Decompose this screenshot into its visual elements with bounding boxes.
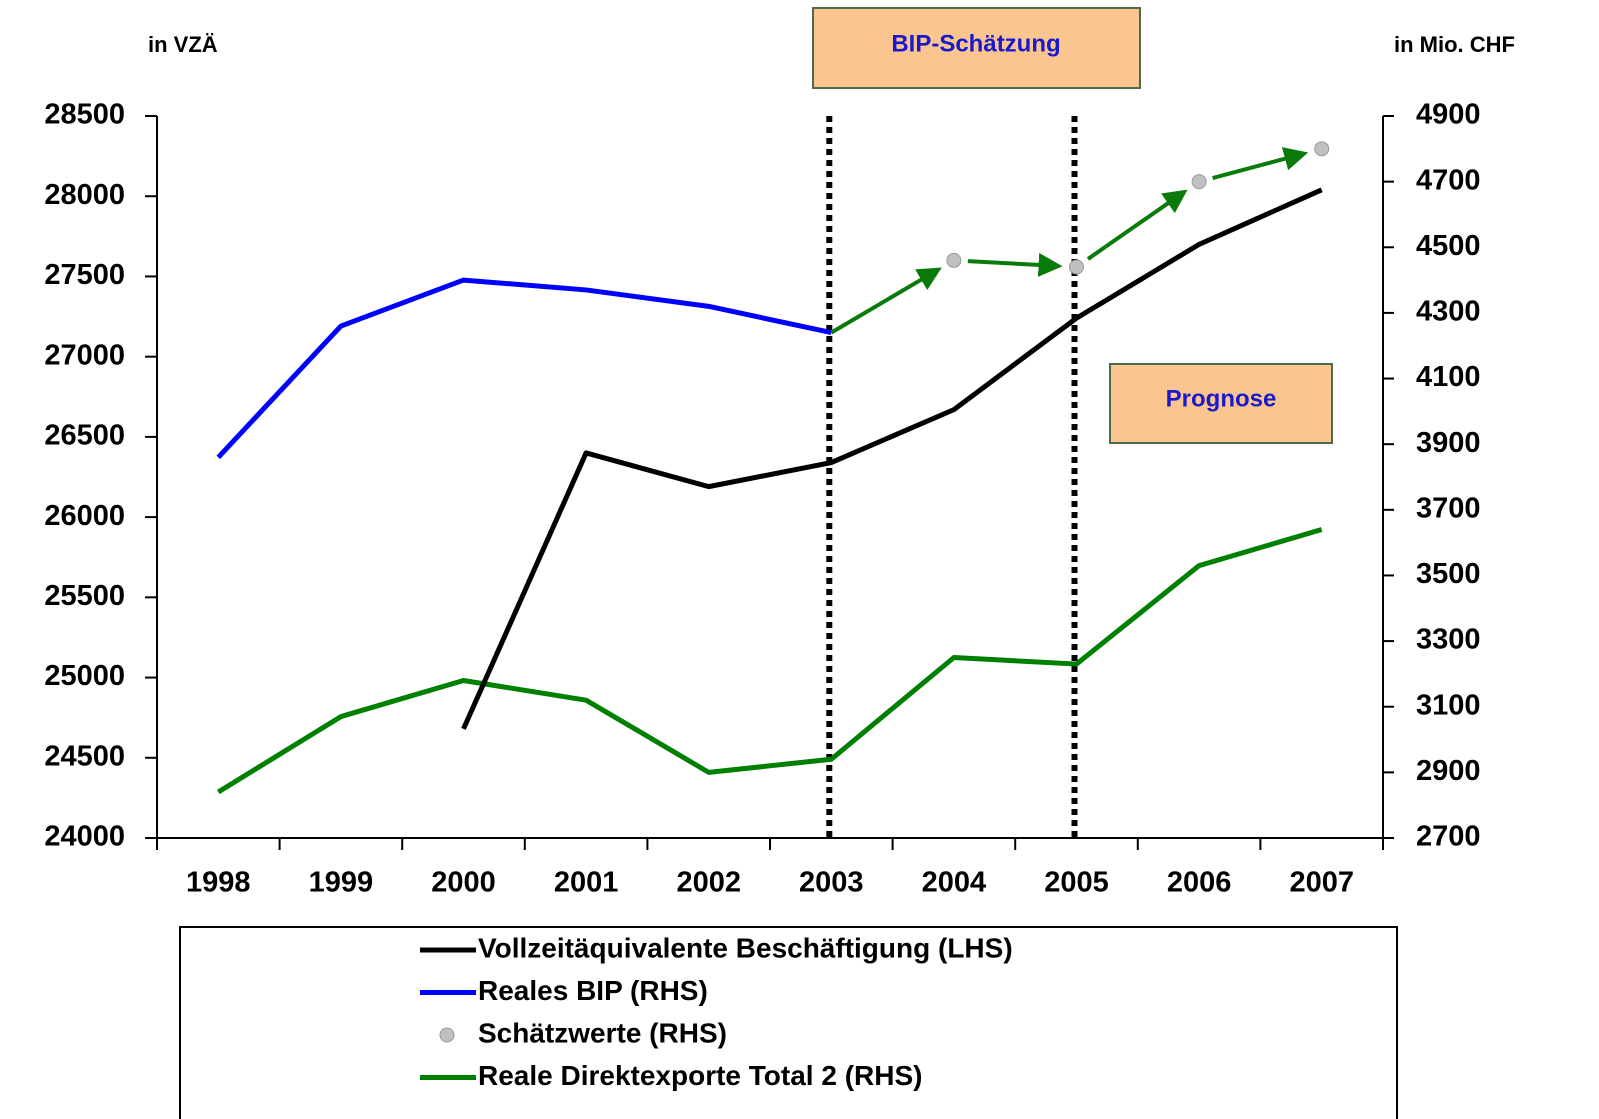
trend-arrow xyxy=(967,252,1063,277)
estimate-point xyxy=(1191,174,1207,190)
legend-marker xyxy=(439,1027,455,1043)
x-tick-label: 2007 xyxy=(1289,867,1354,899)
series-line xyxy=(216,527,1323,795)
annotation: Prognose xyxy=(1166,385,1277,412)
estimate-point xyxy=(1314,141,1330,157)
legend-box xyxy=(179,926,1398,1119)
y2-tick-label: 4300 xyxy=(1416,296,1481,328)
y-tick-label: 26500 xyxy=(44,420,125,452)
x-tick-label: 2000 xyxy=(431,867,496,899)
x-tick-label: 1998 xyxy=(186,867,251,899)
y-axis-label: in VZÄ xyxy=(148,32,218,57)
x-tick-label: 2001 xyxy=(554,867,619,899)
y-tick-label: 24000 xyxy=(44,821,125,853)
trend-arrow xyxy=(1212,147,1309,180)
y2-tick-label: 3500 xyxy=(1416,558,1481,590)
y2-tick-label: 4500 xyxy=(1416,230,1481,262)
y2-tick-label: 4100 xyxy=(1416,361,1481,393)
y2-tick-label: 4900 xyxy=(1416,99,1481,131)
y-tick-label: 28000 xyxy=(44,179,125,211)
y-tick-label: 27000 xyxy=(44,339,125,371)
annotation-box xyxy=(812,7,1141,89)
estimate-point xyxy=(946,252,962,268)
x-tick-label: 2004 xyxy=(922,867,987,899)
trend-arrow xyxy=(1086,189,1188,261)
trend-arrow xyxy=(830,267,942,335)
x-tick-label: 2005 xyxy=(1044,867,1109,899)
y2-tick-label: 2900 xyxy=(1416,755,1481,787)
y2-tick-label: 3100 xyxy=(1416,689,1481,721)
x-tick-label: 2002 xyxy=(676,867,741,899)
y-tick-label: 25000 xyxy=(44,660,125,692)
y2-tick-label: 3700 xyxy=(1416,492,1481,524)
annotation: BIP-Schätzung xyxy=(891,30,1060,57)
y2-axis-label: in Mio. CHF xyxy=(1394,32,1515,57)
legend-label: Reales BIP (RHS) xyxy=(478,975,708,1006)
legend-label: Schätzwerte (RHS) xyxy=(478,1017,727,1048)
estimate-point xyxy=(1069,259,1084,275)
x-tick-label: 2006 xyxy=(1167,867,1232,899)
y-tick-label: 28500 xyxy=(44,99,125,131)
legend-label: Reale Direktexporte Total 2 (RHS) xyxy=(478,1060,923,1091)
x-tick-label: 2003 xyxy=(799,867,864,899)
y-tick-label: 26000 xyxy=(44,500,125,532)
y-tick-label: 24500 xyxy=(44,740,125,772)
annotation-box xyxy=(1109,363,1333,444)
y2-tick-label: 2700 xyxy=(1416,821,1481,853)
y2-tick-label: 3300 xyxy=(1416,624,1481,656)
legend-label: Vollzeitäquivalente Beschäftigung (LHS) xyxy=(478,932,1013,963)
series-line xyxy=(216,277,832,460)
y2-tick-label: 3900 xyxy=(1416,427,1481,459)
x-tick-label: 1999 xyxy=(309,867,374,899)
series-line xyxy=(461,187,1323,730)
y-tick-label: 25500 xyxy=(44,580,125,612)
y2-tick-label: 4700 xyxy=(1416,164,1481,196)
y-tick-label: 27500 xyxy=(44,259,125,291)
